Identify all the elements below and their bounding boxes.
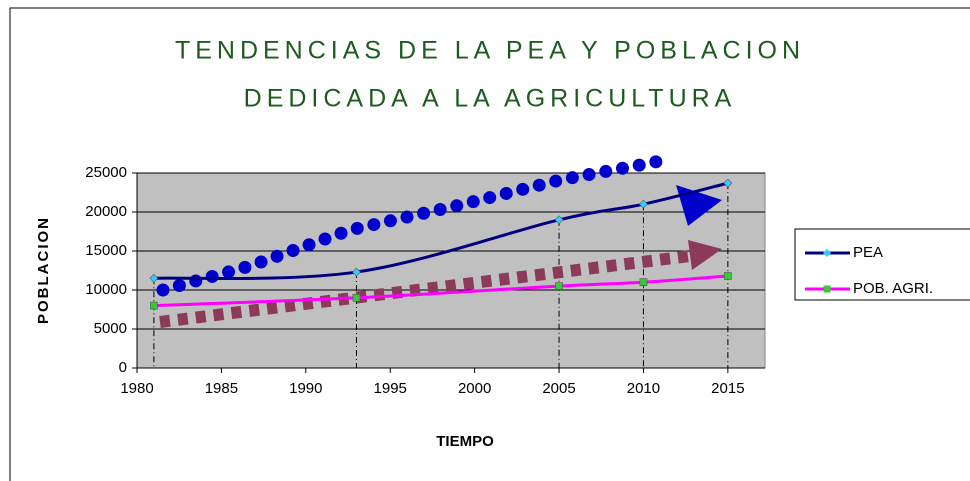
y-tick-label: 10000 <box>85 281 127 298</box>
legend-label: POB. AGRI. <box>853 280 933 297</box>
x-tick-label: 1980 <box>120 380 153 397</box>
x-tick-label: 2005 <box>542 380 575 397</box>
legend-label: PEA <box>853 244 883 261</box>
y-tick-label: 15000 <box>85 242 127 259</box>
x-tick-label: 2015 <box>711 380 744 397</box>
marker <box>352 293 361 302</box>
marker <box>554 215 564 225</box>
marker <box>724 272 732 280</box>
x-tick-label: 1995 <box>374 380 407 397</box>
marker <box>639 199 648 209</box>
marker <box>639 278 648 287</box>
y-tick-label: 5000 <box>94 320 127 337</box>
x-tick-label: 2000 <box>458 380 491 397</box>
x-axis-label: TIEMPO <box>436 433 494 450</box>
trend-arrow <box>688 240 722 270</box>
marker <box>555 282 563 290</box>
chart-title: TENDENCIAS DE LA PEA Y POBLACION <box>175 37 805 65</box>
x-tick-label: 1990 <box>289 380 322 397</box>
trend-dots <box>156 153 672 297</box>
x-tick-label: 1985 <box>205 380 238 397</box>
x-tick-label: 2010 <box>627 380 660 397</box>
y-tick-label: 20000 <box>85 203 127 220</box>
marker <box>149 273 159 283</box>
legend-marker <box>823 249 831 257</box>
trend-arrow <box>676 185 722 226</box>
marker <box>723 178 733 188</box>
series-line <box>153 181 729 280</box>
series-line <box>153 274 728 308</box>
marker <box>150 301 158 310</box>
y-tick-label: 0 <box>119 359 127 376</box>
chart-title: DEDICADA A LA AGRICULTURA <box>244 85 737 113</box>
y-tick-label: 25000 <box>85 164 127 181</box>
legend-marker <box>823 285 831 293</box>
y-axis-label: POBLACION <box>35 216 52 324</box>
marker <box>352 267 361 277</box>
